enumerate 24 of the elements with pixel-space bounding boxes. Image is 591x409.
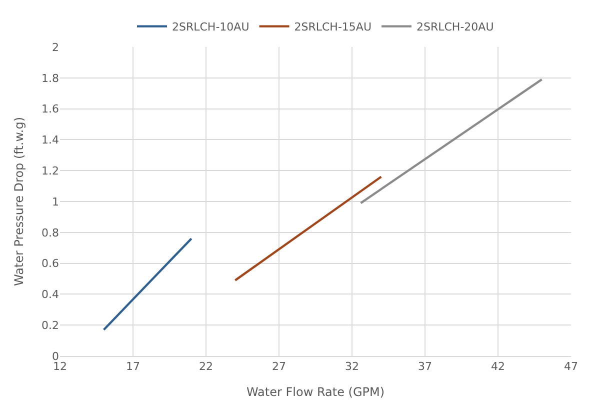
x-tick-label: 37 [418,360,432,374]
y-tick-label: 1.4 [42,134,59,147]
x-tick-label: 22 [199,360,213,374]
y-tick-label: 0.8 [42,226,59,240]
y-tick-label: 0.2 [42,318,59,332]
y-tick-label: 1.6 [42,102,59,116]
y-tick-label: 0.6 [42,257,59,270]
y-tick-label: 0 [52,350,59,363]
y-tick-label: 0.4 [42,288,59,302]
y-tick-label: 1 [52,195,59,208]
x-tick-label: 32 [345,360,359,374]
x-axis-title: Water Flow Rate (GPM) [246,385,385,400]
x-tick-label: 27 [272,360,286,374]
x-tick-label: 17 [126,360,140,374]
y-tick-label: 2 [52,40,59,54]
y-tick-label: 1.8 [42,72,59,85]
y-axis-title: Water Pressure Drop (ft.w.g) [12,116,26,286]
legend-label: 2SRLCH-10AU [172,20,250,34]
x-tick-label: 47 [564,360,578,374]
legend-label: 2SRLCH-15AU [294,20,372,34]
x-tick-label: 12 [53,360,67,374]
y-tick-label: 1.2 [42,164,59,178]
legend-label: 2SRLCH-20AU [416,20,494,34]
x-tick-label: 42 [491,360,505,374]
